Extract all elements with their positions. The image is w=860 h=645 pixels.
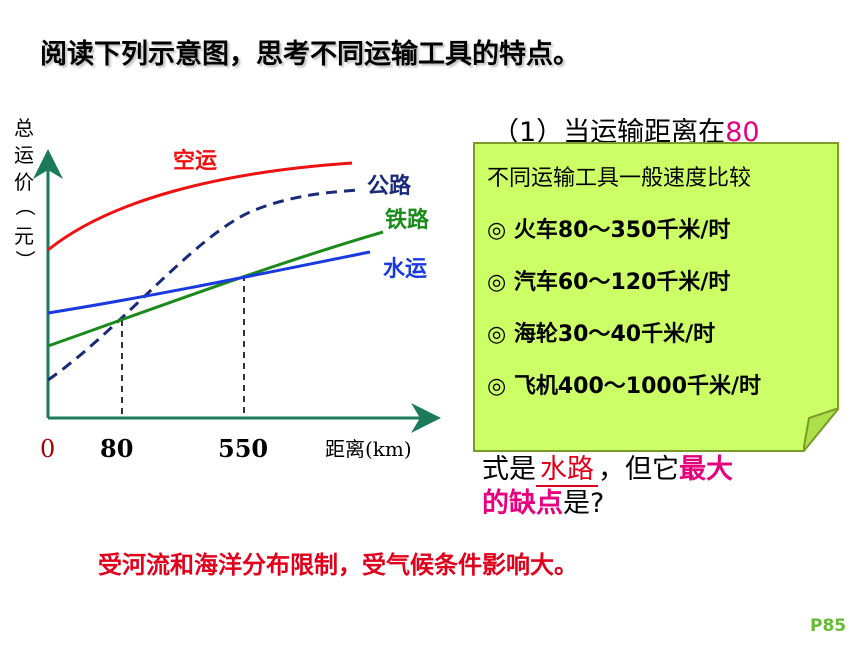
y-axis-label-char: 总 <box>14 116 34 140</box>
series-road-line <box>47 188 359 382</box>
note-item-plane: ◎ 飞机400～1000千米/时 <box>487 374 762 399</box>
question-line-3: 的缺点是? <box>482 481 604 520</box>
x-tick-label-80: 80 <box>100 434 133 463</box>
note-title: 不同运输工具一般速度比较 <box>487 166 752 191</box>
y-axis-label: 总运价（ 元） <box>13 116 37 270</box>
x-tick-label-550: 550 <box>218 434 268 463</box>
question-line-2-suffix: 最大 <box>679 454 733 485</box>
series-label-road: 公路 <box>367 173 412 199</box>
speed-comparison-note: 不同运输工具一般速度比较 ◎ 火车80～350千米/时 ◎ 汽车60～120千米… <box>473 142 839 452</box>
x-axis-label: 距离(km) <box>325 437 412 461</box>
note-item-ship: ◎ 海轮30～40千米/时 <box>487 322 716 347</box>
series-water-line <box>47 250 371 315</box>
series-label-water: 水运 <box>383 257 427 282</box>
question-line-2: 式是 水路 ，但它最大 <box>482 447 733 487</box>
page-number: P85 <box>810 616 847 636</box>
note-item-train: ◎ 火车80～350千米/时 <box>487 218 731 243</box>
question-line-2-mid: ，但它 <box>598 454 679 485</box>
y-axis-label-char: （ <box>13 196 37 216</box>
series-air-line <box>47 161 353 252</box>
series-label-air: 空运 <box>173 148 217 174</box>
y-axis-label-char: 元 <box>14 224 34 248</box>
y-axis-label-char: 运 <box>14 143 34 167</box>
note-item-car: ◎ 汽车60～120千米/时 <box>487 270 731 295</box>
answer-blank: 水路 <box>536 454 598 487</box>
series-label-rail: 铁路 <box>385 207 430 233</box>
y-axis-label-char: ） <box>13 250 37 270</box>
page-title: 阅读下列示意图，思考不同运输工具的特点。 <box>40 39 580 70</box>
answer-text: 受河流和海洋分布限制，受气候条件影响大。 <box>98 551 578 579</box>
y-axis-label-char: 价 <box>14 170 34 194</box>
note-fold-corner <box>803 408 839 452</box>
question-line-3-pink: 的缺点 <box>482 488 563 519</box>
question-line-3-rest: 是? <box>563 488 605 519</box>
series-rail-line <box>47 230 384 348</box>
origin-label: 0 <box>40 435 55 463</box>
question-line-2-prefix: 式是 <box>482 454 536 485</box>
